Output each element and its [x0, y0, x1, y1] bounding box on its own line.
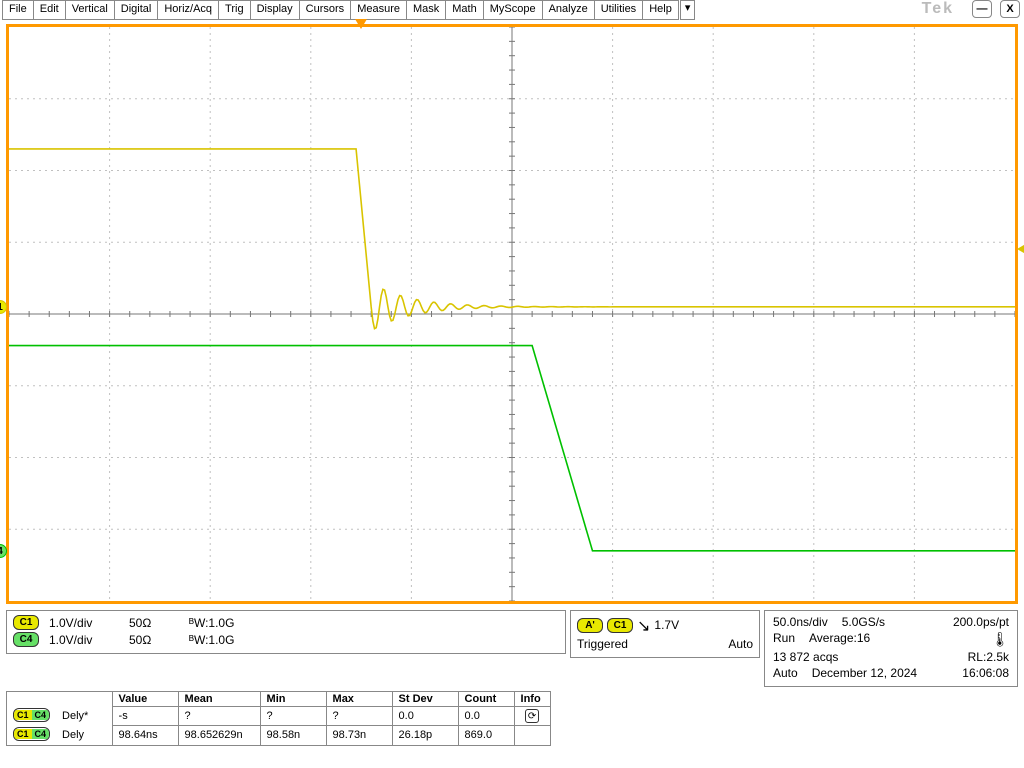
bandwidth: ᴮW:1.0G [189, 616, 234, 630]
channel-badge-c4[interactable]: C4 [13, 632, 39, 647]
close-button[interactable]: X [1000, 0, 1020, 18]
meas-header-blank1 [56, 692, 112, 707]
menu-measure[interactable]: Measure [350, 0, 407, 20]
menu-mask[interactable]: Mask [406, 0, 446, 20]
menu-help[interactable]: Help [642, 0, 679, 20]
meas-header-blank0 [7, 692, 57, 707]
menu-display[interactable]: Display [250, 0, 300, 20]
v-per-div: 1.0V/div [49, 633, 119, 647]
acquisition-date: December 12, 2024 [812, 666, 917, 680]
trigger-position-marker[interactable] [355, 19, 367, 29]
average-count: Average:16 [809, 631, 870, 648]
menu-utilities[interactable]: Utilities [594, 0, 643, 20]
trigger-status: Triggered [577, 637, 628, 651]
meas-header-Max: Max [326, 692, 392, 707]
menu-math[interactable]: Math [445, 0, 483, 20]
record-length: RL:2.5k [968, 650, 1009, 664]
meas-header-Info: Info [514, 692, 550, 707]
menu-vertical[interactable]: Vertical [65, 0, 115, 20]
menu-edit[interactable]: Edit [33, 0, 66, 20]
status-panels: C1 1.0V/div 50Ω ᴮW:1.0G C4 1.0V/div 50Ω ᴮW:1.0G… [6, 610, 1018, 687]
menu-file[interactable]: File [2, 0, 34, 20]
temperature-icon: 🌡 [991, 631, 1009, 648]
menu-cursors[interactable]: Cursors [299, 0, 352, 20]
menubar: FileEditVerticalDigitalHoriz/AcqTrigDisp… [0, 0, 1024, 20]
table-row: C1C4Dely98.64ns98.652629n98.58n98.73n26.… [7, 726, 551, 746]
coupling: 50Ω [129, 616, 179, 630]
meas-header-Min: Min [260, 692, 326, 707]
trigger-a-badge: A' [577, 618, 603, 633]
waveform-graticule[interactable]: 1 4 [6, 24, 1018, 604]
auto-label: Auto [773, 666, 798, 680]
sample-rate: 5.0GS/s [842, 615, 885, 629]
menu-digital[interactable]: Digital [114, 0, 159, 20]
trigger-level: 1.7V [654, 618, 679, 632]
meas-name: Dely [56, 726, 112, 746]
meas-header-Value: Value [112, 692, 178, 707]
run-state: Run [773, 631, 795, 648]
timebase-panel: 50.0ns/div 5.0GS/s 200.0ps/pt Run Averag… [764, 610, 1018, 687]
menu-horizacq[interactable]: Horiz/Acq [157, 0, 219, 20]
channel-row-c4: C4 1.0V/div 50Ω ᴮW:1.0G [13, 632, 559, 647]
menu-dropdown-button[interactable]: ▾ [680, 0, 696, 20]
time-per-div: 50.0ns/div [773, 615, 828, 629]
brand-logo: Tek [908, 0, 968, 20]
trigger-slope-icon[interactable]: ↘ [637, 616, 650, 636]
meas-header-St Dev: St Dev [392, 692, 458, 707]
info-icon[interactable]: ⟳ [525, 709, 539, 723]
trigger-mode: Auto [728, 637, 753, 651]
acquisition-time: 16:06:08 [962, 666, 1009, 680]
meas-header-Count: Count [458, 692, 514, 707]
ch1-trigger-level-marker[interactable] [1017, 242, 1024, 256]
ch1-ground-marker[interactable]: 1 [0, 300, 7, 314]
meas-source-badge: C1C4 [13, 727, 50, 741]
menu-analyze[interactable]: Analyze [542, 0, 595, 20]
v-per-div: 1.0V/div [49, 616, 119, 630]
time-resolution: 200.0ps/pt [953, 615, 1009, 629]
table-row: C1C4Dely*-s???0.00.0⟳ [7, 707, 551, 726]
bandwidth: ᴮW:1.0G [189, 633, 234, 647]
menu-myscope[interactable]: MyScope [483, 0, 543, 20]
channel-row-c1: C1 1.0V/div 50Ω ᴮW:1.0G [13, 615, 559, 630]
meas-source-badge: C1C4 [13, 708, 50, 722]
measurement-table: ValueMeanMinMaxSt DevCountInfoC1C4Dely*-… [6, 691, 551, 746]
meas-header-Mean: Mean [178, 692, 260, 707]
trigger-panel: A' C1 ↘ 1.7V Triggered Auto [570, 610, 760, 658]
meas-name: Dely* [56, 707, 112, 726]
trigger-source-badge[interactable]: C1 [607, 618, 633, 633]
ch4-ground-marker[interactable]: 4 [0, 544, 7, 558]
minimize-button[interactable]: — [972, 0, 992, 18]
channel-badge-c1[interactable]: C1 [13, 615, 39, 630]
coupling: 50Ω [129, 633, 179, 647]
acquisition-count: 13 872 acqs [773, 650, 838, 664]
menu-trig[interactable]: Trig [218, 0, 251, 20]
channel-settings-panel: C1 1.0V/div 50Ω ᴮW:1.0G C4 1.0V/div 50Ω ᴮW:1.0G [6, 610, 566, 654]
